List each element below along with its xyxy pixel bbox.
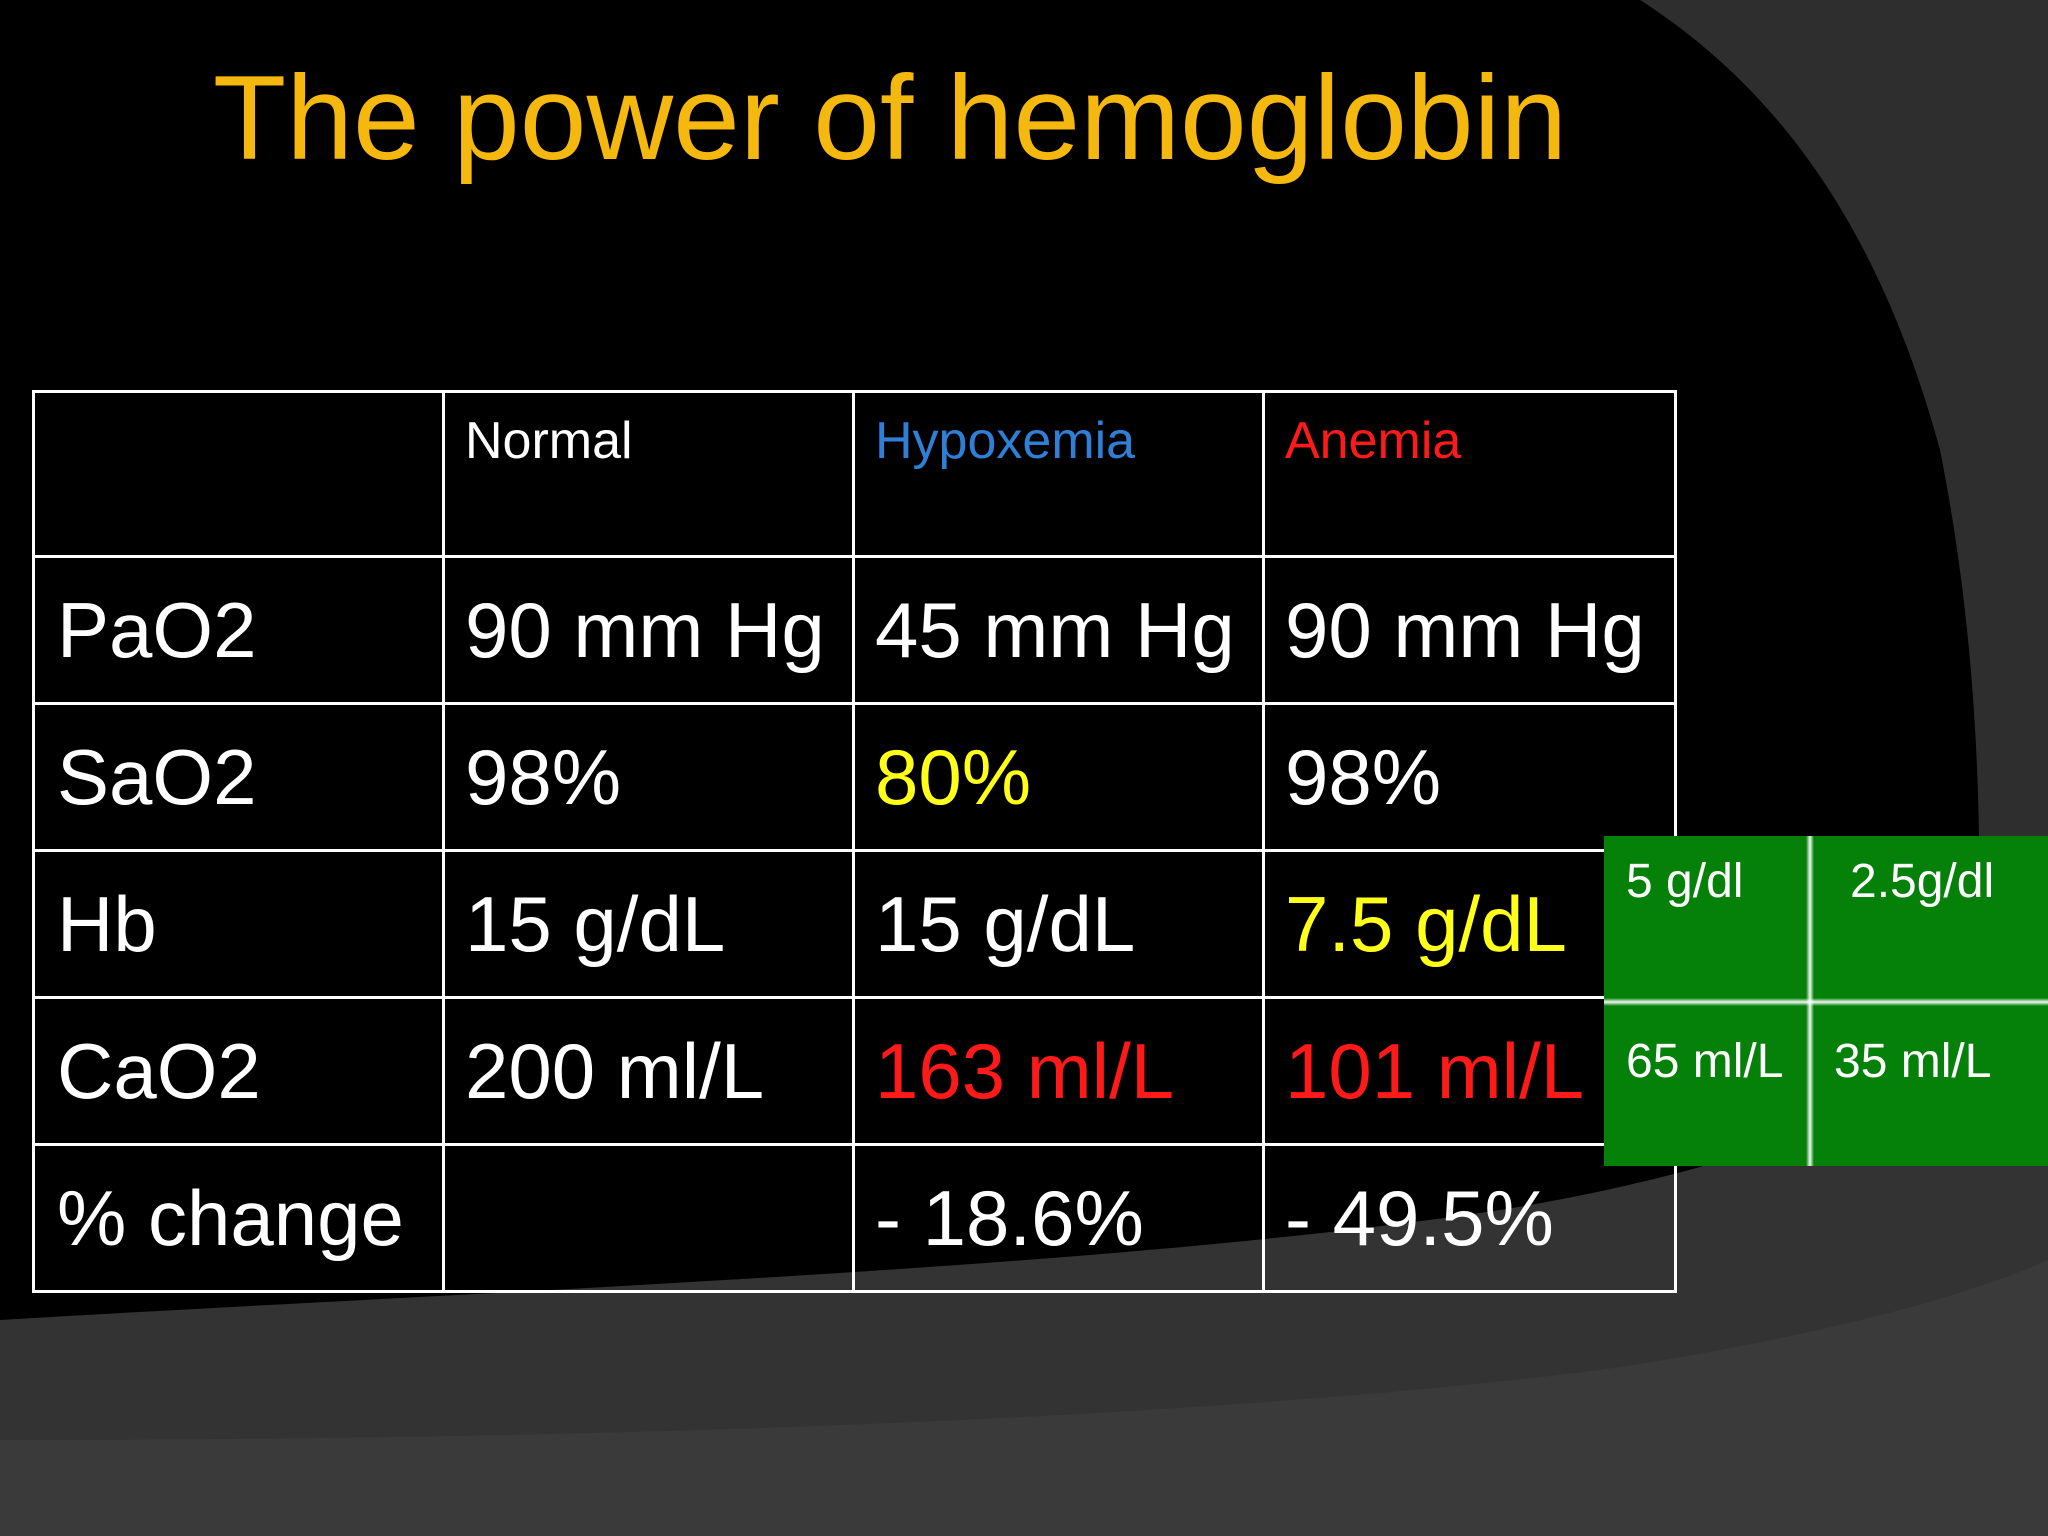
header-hypoxemia: Hypoxemia: [852, 390, 1265, 558]
table-cell: [442, 1143, 855, 1293]
overlay-bottom-right: 35 ml/L: [1834, 1035, 1992, 1088]
row-label: SaO2: [32, 702, 445, 852]
table-cell: 200 ml/L: [442, 996, 855, 1146]
table-cell: 80%: [852, 702, 1265, 852]
table-cell: - 18.6%: [852, 1143, 1265, 1293]
table-row: PaO2 90 mm Hg 45 mm Hg 90 mm Hg: [32, 555, 1677, 705]
row-label: PaO2: [32, 555, 445, 705]
overlay-top-right: 2.5g/dl: [1850, 855, 1995, 908]
table-cell: 15 g/dL: [852, 849, 1265, 999]
slide-title: The power of hemoglobin: [212, 51, 1568, 185]
overlay-horizontal-divider: [1604, 998, 2048, 1006]
green-overlay-box: 5 g/dl 2.5g/dl 65 ml/L 35 ml/L: [1604, 836, 2048, 1166]
table-cell: - 49.5%: [1262, 1143, 1677, 1293]
table-cell: 98%: [442, 702, 855, 852]
table-row: SaO2 98% 80% 98%: [32, 702, 1677, 852]
table-cell: 98%: [1262, 702, 1677, 852]
table-cell: 90 mm Hg: [442, 555, 855, 705]
table-row: CaO2 200 ml/L 163 ml/L 101 ml/L: [32, 996, 1677, 1146]
row-label: CaO2: [32, 996, 445, 1146]
overlay-bottom-left: 65 ml/L: [1626, 1035, 1784, 1088]
table-cell: 163 ml/L: [852, 996, 1265, 1146]
table-row: Hb 15 g/dL 15 g/dL 7.5 g/dL: [32, 849, 1677, 999]
table-cell: 90 mm Hg: [1262, 555, 1677, 705]
table-row: % change - 18.6% - 49.5%: [32, 1143, 1677, 1293]
table-cell: 45 mm Hg: [852, 555, 1265, 705]
row-label: Hb: [32, 849, 445, 999]
overlay-top-left: 5 g/dl: [1626, 855, 1744, 908]
table-header-row: Normal Hypoxemia Anemia: [32, 390, 1677, 558]
table-cell: 15 g/dL: [442, 849, 855, 999]
row-label: % change: [32, 1143, 445, 1293]
header-anemia: Anemia: [1262, 390, 1677, 558]
comparison-table: Normal Hypoxemia Anemia PaO2 90 mm Hg 45…: [32, 390, 1677, 1293]
header-empty-cell: [32, 390, 445, 558]
header-normal: Normal: [442, 390, 855, 558]
